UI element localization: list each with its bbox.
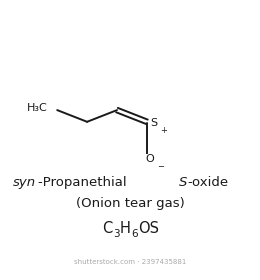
Text: syn: syn (13, 176, 36, 189)
Text: shutterstock.com · 2397435881: shutterstock.com · 2397435881 (74, 259, 186, 265)
Text: 6: 6 (132, 229, 138, 239)
Text: H₃C: H₃C (27, 103, 48, 113)
Text: +: + (160, 127, 167, 136)
Text: O: O (146, 155, 154, 165)
Text: S: S (150, 118, 157, 128)
Text: OS: OS (138, 221, 159, 236)
Text: S: S (179, 176, 187, 189)
Text: C: C (102, 221, 113, 236)
Text: (Onion tear gas): (Onion tear gas) (76, 197, 184, 210)
Text: -Propanethial: -Propanethial (38, 176, 131, 189)
Text: −: − (157, 162, 164, 171)
Text: H: H (120, 221, 131, 236)
Text: 3: 3 (113, 229, 120, 239)
Text: -oxide: -oxide (187, 176, 228, 189)
